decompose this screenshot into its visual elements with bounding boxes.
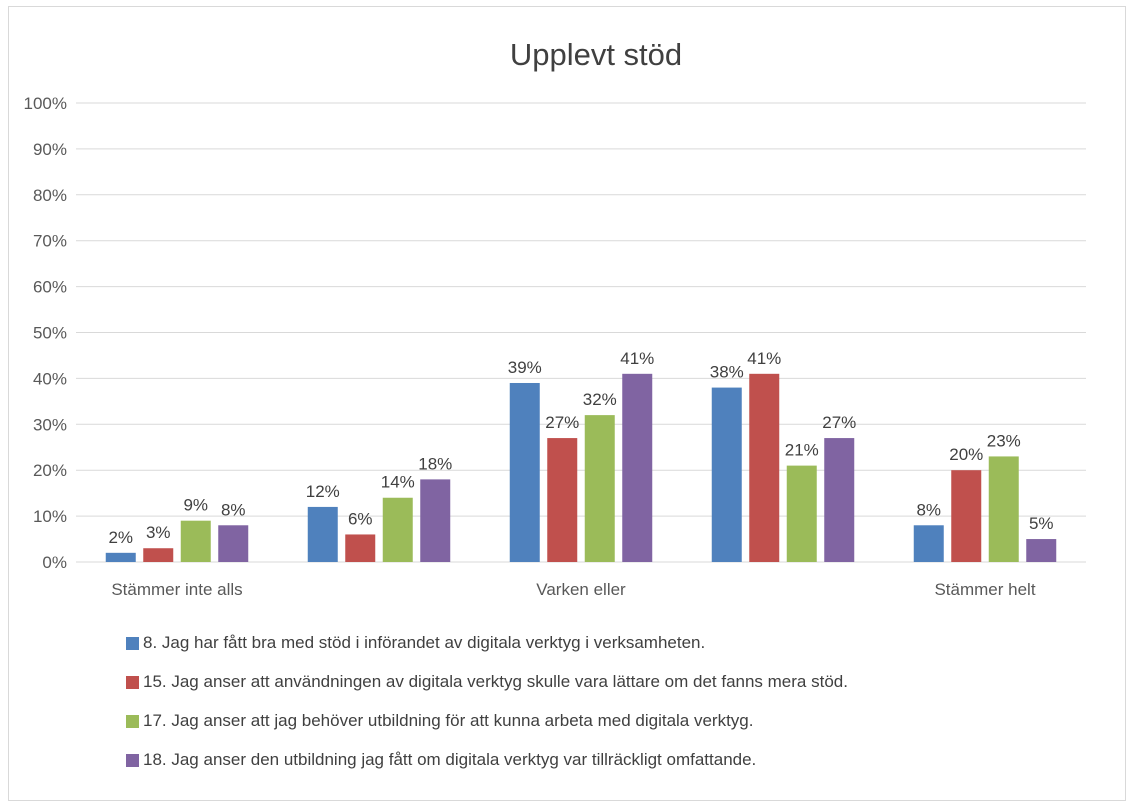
bar [786,465,817,562]
bar [382,497,413,562]
legend-item: 8. Jag har fått bra med stöd i införande… [126,632,848,654]
data-label: 3% [146,523,171,542]
legend-item: 15. Jag anser att användningen av digita… [126,671,848,693]
bar [824,438,855,562]
x-tick-label: Stämmer inte alls [111,580,242,599]
bar [749,373,780,562]
data-label: 20% [949,445,983,464]
legend-label: 15. Jag anser att användningen av digita… [143,672,848,691]
y-tick-label: 10% [33,507,67,526]
y-tick-label: 100% [24,94,67,113]
chart-frame: Upplevt stöd 0% 10% 20% 30% 40% 50% 60% 70% 80% 90… [8,6,1126,801]
data-label: 9% [183,496,208,515]
data-label: 23% [987,431,1021,450]
data-label: 8% [916,500,941,519]
legend-swatch [126,714,139,728]
legend: 8. Jag har fått bra med stöd i införande… [126,632,848,788]
bar [622,373,653,562]
bar [180,520,211,562]
data-label: 27% [545,413,579,432]
x-tick-label: Stämmer helt [934,580,1035,599]
chart-title: Upplevt stöd [510,37,682,72]
y-tick-label: 50% [33,324,67,343]
y-tick-label: 30% [33,415,67,434]
y-tick-label: 70% [33,232,67,251]
legend-label: 18. Jag anser den utbildning jag fått om… [143,750,757,769]
legend-label: 17. Jag anser att jag behöver utbildning… [143,711,754,730]
bar [711,387,742,562]
bar [988,456,1019,562]
bar [547,438,578,562]
data-label: 14% [381,473,415,492]
data-label: 18% [418,454,452,473]
y-tick-label: 20% [33,461,67,480]
y-tick-label: 40% [33,369,67,388]
legend-label: 8. Jag har fått bra med stöd i införande… [143,633,706,652]
legend-swatch [126,636,139,650]
bar [143,548,174,562]
bar-chart: Upplevt stöd 0% 10% 20% 30% 40% 50% 60% 70% 80% 90… [24,37,1086,599]
data-label: 41% [620,349,654,368]
bar [105,552,136,562]
data-label: 39% [508,358,542,377]
legend-swatch [126,753,139,767]
y-tick-label: 0% [42,553,67,572]
bar [345,534,376,562]
y-tick-label: 90% [33,140,67,159]
x-tick-label: Varken eller [536,580,626,599]
data-label: 38% [710,363,744,382]
data-label: 21% [785,441,819,460]
data-label: 12% [306,482,340,501]
legend-swatch [126,675,139,689]
legend-item: 17. Jag anser att jag behöver utbildning… [126,710,848,732]
data-label: 8% [221,500,246,519]
data-label: 32% [583,390,617,409]
data-label: 2% [108,528,133,547]
bar [1026,539,1057,562]
bar [307,506,338,562]
data-label: 41% [747,349,781,368]
bar [218,525,249,562]
legend-item: 18. Jag anser den utbildning jag fått om… [126,749,848,771]
data-label: 6% [348,509,373,528]
bar [509,382,540,562]
y-tick-label: 80% [33,186,67,205]
y-tick-label: 60% [33,278,67,297]
data-label: 5% [1029,514,1054,533]
bar [951,470,982,562]
bar [913,525,944,562]
bar [420,479,451,562]
bar [584,415,615,562]
data-label: 27% [822,413,856,432]
